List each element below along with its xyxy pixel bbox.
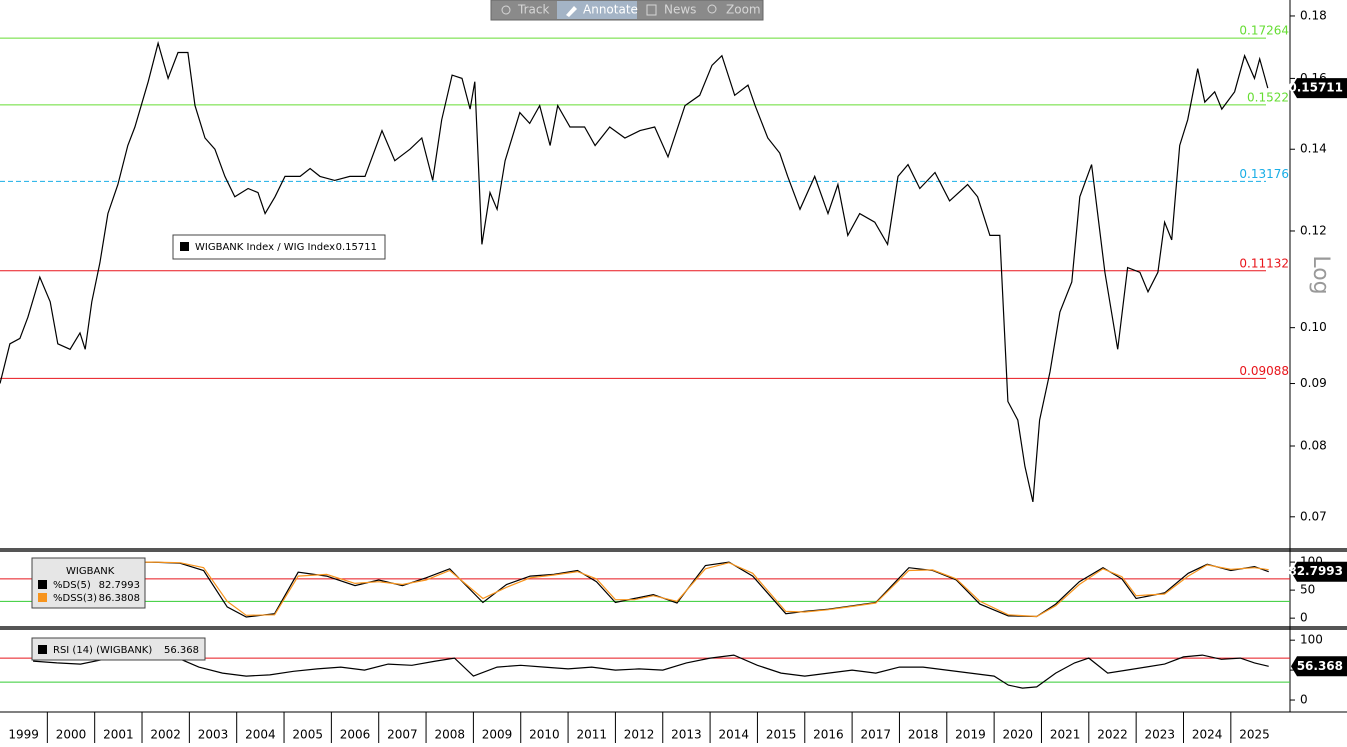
x-tick-label: 2019 bbox=[955, 728, 986, 742]
y-tick-label: 0 bbox=[1300, 693, 1308, 707]
level-label: 0.13176 bbox=[1239, 167, 1289, 181]
legend-swatch bbox=[38, 593, 47, 602]
series-line bbox=[33, 561, 1269, 618]
level-label: 0.17264 bbox=[1239, 24, 1289, 38]
y-tick-label: 0.14 bbox=[1300, 142, 1327, 156]
x-tick-label: 2002 bbox=[150, 728, 181, 742]
y-tick-label: 100 bbox=[1300, 633, 1323, 647]
x-tick-label: 2010 bbox=[529, 728, 560, 742]
x-tick-label: 2022 bbox=[1097, 728, 1128, 742]
legend-label: WIGBANK Index / WIG Index bbox=[195, 242, 335, 253]
toolbar-button[interactable]: Zoom bbox=[726, 3, 761, 17]
toolbar-button[interactable]: Annotate bbox=[583, 3, 638, 17]
legend bbox=[31, 637, 206, 661]
x-tick-label: 2014 bbox=[718, 728, 749, 742]
legend-label: %DSS(3) bbox=[53, 593, 97, 604]
plots: 0.070.080.090.100.120.140.160.180.172640… bbox=[0, 8, 1347, 743]
toolbar-button[interactable]: News bbox=[664, 3, 696, 17]
x-tick-label: 2004 bbox=[245, 728, 276, 742]
last-value-box bbox=[1291, 78, 1347, 99]
toolbar-active bbox=[557, 1, 637, 19]
x-tick-label: 2011 bbox=[576, 728, 607, 742]
icon bbox=[707, 4, 717, 14]
legend bbox=[31, 557, 146, 609]
x-tick-label: 2008 bbox=[434, 728, 465, 742]
legend-swatch bbox=[38, 580, 47, 589]
series-line bbox=[0, 40, 1269, 503]
x-tick-label: 2018 bbox=[908, 728, 939, 742]
x-tick-label: 2021 bbox=[1050, 728, 1081, 742]
x-tick-label: 2001 bbox=[103, 728, 134, 742]
level-label: 0.11132 bbox=[1239, 256, 1289, 270]
y-tick-label: 0.07 bbox=[1300, 509, 1327, 523]
x-tick-label: 2012 bbox=[624, 728, 655, 742]
panel-title: WIGBANK bbox=[66, 566, 115, 577]
panel-separator bbox=[0, 548, 1347, 552]
last-value-label: 56.368 bbox=[1297, 659, 1343, 673]
x-tick-label: 2016 bbox=[813, 728, 844, 742]
icon bbox=[566, 6, 577, 17]
last-value-label: 82.7993 bbox=[1288, 564, 1343, 578]
y-tick-label: 0.08 bbox=[1300, 438, 1327, 452]
x-tick-label: 2005 bbox=[292, 728, 323, 742]
y-axis-label: Log bbox=[1308, 255, 1333, 294]
y-tick-label: 0.09 bbox=[1300, 376, 1327, 390]
y-tick-label: 0.10 bbox=[1300, 320, 1327, 334]
series-line bbox=[33, 654, 1269, 689]
panel-separator bbox=[0, 626, 1347, 630]
y-tick-label: 50 bbox=[1300, 583, 1315, 597]
legend-value: 86.3808 bbox=[99, 593, 140, 604]
level-label: 0.1522 bbox=[1247, 90, 1289, 104]
x-tick-label: 2003 bbox=[198, 728, 229, 742]
x-tick-label: 2017 bbox=[861, 728, 892, 742]
y-tick-label: 0 bbox=[1300, 611, 1308, 625]
legend-swatch bbox=[180, 242, 189, 251]
last-value-box bbox=[1291, 656, 1347, 677]
toolbar-button[interactable]: Track bbox=[517, 3, 549, 17]
legend-value: 82.7993 bbox=[99, 580, 140, 591]
x-tick-label: 2006 bbox=[340, 728, 371, 742]
level-label: 0.09088 bbox=[1239, 364, 1289, 378]
x-tick-label: 1999 bbox=[8, 728, 39, 742]
last-value-label: 0.15711 bbox=[1288, 81, 1343, 95]
x-tick-label: 2000 bbox=[56, 728, 87, 742]
legend-value: 0.15711 bbox=[336, 242, 377, 253]
icon bbox=[501, 5, 511, 15]
legend-swatch bbox=[38, 645, 47, 654]
legend-label: RSI (14) (WIGBANK) bbox=[53, 645, 152, 656]
last-value-box bbox=[1291, 561, 1347, 582]
icon bbox=[646, 4, 657, 16]
x-tick-label: 2025 bbox=[1239, 728, 1270, 742]
legend-value: 56.368 bbox=[164, 645, 199, 656]
x-tick-label: 2013 bbox=[671, 728, 702, 742]
x-tick-label: 2009 bbox=[482, 728, 513, 742]
x-tick-label: 2007 bbox=[387, 728, 418, 742]
y-tick-label: 0.12 bbox=[1300, 223, 1327, 237]
x-tick-label: 2024 bbox=[1192, 728, 1223, 742]
y-tick-label: 0.18 bbox=[1300, 8, 1327, 22]
legend bbox=[172, 234, 386, 260]
x-tick-label: 2023 bbox=[1145, 728, 1176, 742]
x-tick-label: 2020 bbox=[1003, 728, 1034, 742]
legend-label: %DS(5) bbox=[53, 580, 91, 591]
x-tick-label: 2015 bbox=[766, 728, 797, 742]
